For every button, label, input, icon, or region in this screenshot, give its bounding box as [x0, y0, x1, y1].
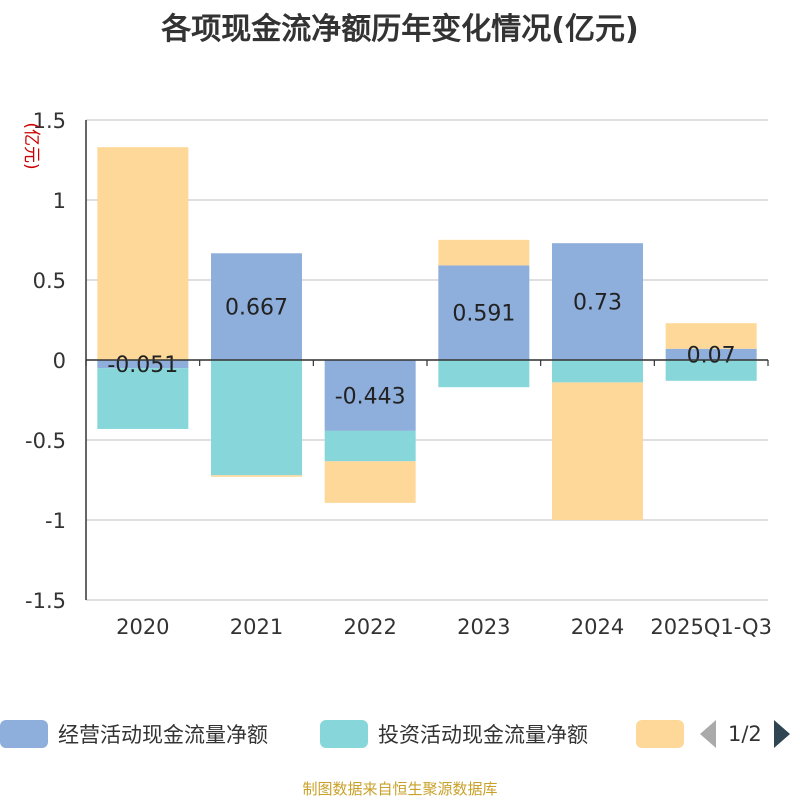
y-tick-label: 1 — [53, 189, 66, 213]
data-label-2024: 0.73 — [573, 291, 622, 316]
legend-item-operating[interactable]: 经营活动现金流量净额 — [0, 716, 268, 752]
y-tick-label: 0 — [53, 349, 66, 373]
chart-title: 各项现金流净额历年变化情况(亿元) — [161, 12, 639, 47]
legend: 经营活动现金流量净额 投资活动现金流量净额 1/2 — [0, 716, 800, 752]
bar-financing-2024 — [552, 382, 643, 520]
bar-operating-2024 — [552, 243, 643, 360]
data-label-2022: -0.443 — [335, 384, 406, 409]
legend-swatch-investing — [320, 720, 368, 748]
bar-operating-2020 — [97, 360, 189, 369]
y-tick-label: 0.5 — [33, 269, 66, 293]
chart-canvas: 1.5 1 0.5 0 -0.5 -1 -1.5 (亿元) -0.051 0.667 -0.443 0… — [21, 109, 772, 639]
bar-financing-2023 — [438, 239, 530, 266]
legend-next-page-icon[interactable] — [773, 720, 790, 748]
x-tick-label: 2023 — [457, 615, 510, 639]
legend-page-indicator: 1/2 — [728, 722, 762, 746]
bar-investing-2021 — [211, 360, 302, 476]
x-tick-label: 2025Q1-Q3 — [650, 615, 772, 639]
data-label-2020: -0.051 — [107, 353, 178, 378]
x-tick-label: 2022 — [343, 615, 396, 639]
legend-prev-page-icon[interactable] — [700, 720, 716, 748]
data-label-2025Q1-Q3: 0.07 — [687, 343, 736, 368]
data-label-2023: 0.591 — [452, 302, 515, 327]
bar-operating-2022 — [324, 360, 416, 431]
bar-operating-2025Q1-Q3 — [665, 348, 757, 360]
bar-investing-2023 — [438, 360, 530, 388]
bar-financing-2022 — [324, 461, 416, 503]
bar-investing-2022 — [324, 430, 416, 462]
data-source-note: 制图数据来自恒生聚源数据库 — [302, 780, 498, 798]
bar-investing-2020 — [97, 368, 189, 429]
bar-investing-2024 — [552, 360, 643, 383]
bar-financing-2025Q1-Q3 — [665, 323, 757, 349]
bar-operating-2023 — [438, 265, 530, 360]
legend-label-investing: 投资活动现金流量净额 — [378, 723, 588, 747]
legend-item-financing[interactable] — [636, 716, 694, 752]
bar-operating-2021 — [211, 253, 302, 360]
x-tick-label: 2024 — [571, 615, 624, 639]
y-tick-label: -0.5 — [25, 429, 66, 453]
legend-swatch-operating — [0, 720, 48, 748]
y-axis-unit-label: (亿元) — [21, 122, 41, 169]
bar-investing-2025Q1-Q3 — [665, 360, 757, 381]
y-tick-label: 1.5 — [33, 109, 66, 133]
legend-label-operating: 经营活动现金流量净额 — [58, 723, 268, 747]
bar-financing-2020 — [97, 147, 189, 360]
data-label-2021: 0.667 — [225, 296, 288, 321]
y-tick-label: -1.5 — [25, 589, 66, 613]
bar-financing-2021 — [211, 475, 302, 477]
legend-item-investing[interactable]: 投资活动现金流量净额 — [320, 716, 588, 752]
y-tick-label: -1 — [45, 509, 66, 533]
x-tick-label: 2021 — [230, 615, 283, 639]
legend-pager: 1/2 — [700, 716, 790, 752]
x-tick-label: 2020 — [116, 615, 169, 639]
legend-swatch-financing — [636, 720, 684, 748]
